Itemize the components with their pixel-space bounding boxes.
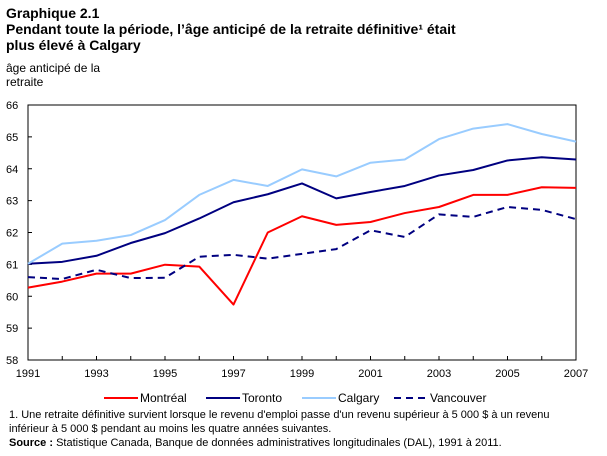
y-tick-label: 64 bbox=[6, 164, 18, 176]
legend-label: Calgary bbox=[338, 391, 379, 405]
series-line-vancouver bbox=[27, 206, 577, 281]
y-tick-label: 58 bbox=[6, 355, 18, 367]
y-tick-label: 63 bbox=[6, 196, 18, 208]
x-tick-label: 2007 bbox=[564, 368, 588, 380]
series-line-toronto bbox=[27, 156, 577, 265]
plot-frame bbox=[27, 104, 577, 361]
y-tick-label: 66 bbox=[6, 100, 18, 112]
source-text: Statistique Canada, Banque de données ad… bbox=[53, 437, 502, 449]
y-tick-label: 59 bbox=[6, 323, 18, 335]
x-tick-label: 1995 bbox=[153, 368, 177, 380]
y-tick-label: 62 bbox=[6, 228, 18, 240]
legend-label: Toronto bbox=[242, 391, 282, 405]
footnote-line2: inférieur à 5 000 $ pendant au moins les… bbox=[9, 423, 332, 435]
legend-label: Montréal bbox=[140, 391, 187, 405]
x-tick-label: 1997 bbox=[221, 368, 245, 380]
y-tick-label: 65 bbox=[6, 132, 18, 144]
source-note: Source : Statistique Canada, Banque de d… bbox=[9, 436, 502, 450]
x-tick-label: 2001 bbox=[358, 368, 382, 380]
y-axis-label: âge anticipé de la retraite bbox=[6, 61, 101, 89]
chart-label: Graphique 2.1 bbox=[6, 5, 100, 21]
source-label: Source : bbox=[9, 437, 54, 449]
chart-title-line1: Pendant toute la période, l’âge anticipé… bbox=[6, 21, 456, 37]
x-tick-label: 1993 bbox=[84, 368, 108, 380]
x-tick-label: 2003 bbox=[427, 368, 451, 380]
footnote-line1: 1. Une retraite définitive survient lors… bbox=[9, 409, 550, 421]
legend-label: Vancouver bbox=[430, 391, 486, 405]
y-tick-label: 60 bbox=[6, 291, 18, 303]
series-line-montral bbox=[27, 186, 577, 306]
x-tick-label: 1999 bbox=[290, 368, 314, 380]
x-tick-label: 2005 bbox=[495, 368, 519, 380]
chart-title-line2: plus élevé à Calgary bbox=[6, 37, 141, 53]
x-tick-label: 1991 bbox=[16, 368, 40, 380]
y-tick-label: 61 bbox=[6, 259, 18, 271]
